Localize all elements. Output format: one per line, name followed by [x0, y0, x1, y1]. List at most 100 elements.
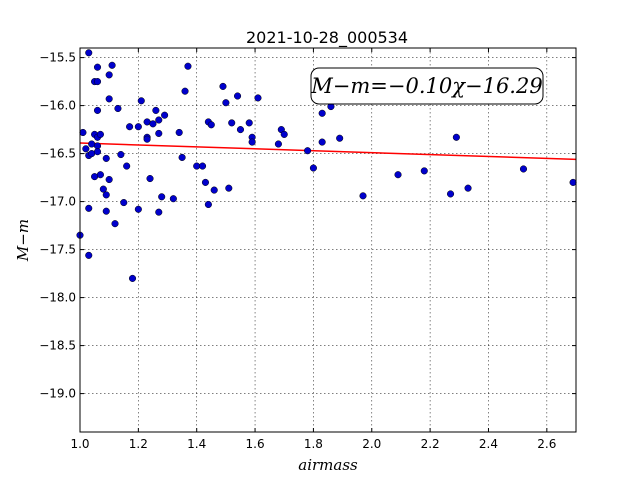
y-tick-label: −15.5	[39, 51, 76, 65]
data-points	[76, 49, 577, 282]
data-point	[225, 184, 233, 192]
data-point	[155, 208, 163, 216]
grid	[80, 48, 576, 432]
x-tick-label: 1.2	[129, 437, 148, 451]
y-tick-label: −16.5	[39, 147, 76, 161]
annotation-text: M−m=−0.10χ−16.29	[310, 74, 542, 98]
data-point	[155, 116, 163, 124]
axis-ticks: 1.0 1.2 1.4 1.6 1.8 2.0 2.2 2.4 2.6 −15.5 −16.0 −16…	[39, 48, 576, 451]
data-point	[274, 140, 282, 148]
data-point	[207, 121, 215, 129]
data-point	[222, 99, 230, 107]
data-point	[446, 190, 455, 198]
data-point	[464, 184, 472, 192]
data-point	[158, 193, 166, 201]
data-point	[318, 109, 326, 117]
data-point	[93, 106, 102, 114]
data-point	[236, 126, 245, 134]
data-point	[184, 62, 192, 70]
data-point	[359, 192, 367, 200]
fit-line	[79, 142, 577, 161]
x-tick-label: 2.0	[362, 437, 381, 451]
y-tick-label: −18.0	[39, 291, 76, 305]
data-point	[198, 162, 207, 170]
x-tick-label: 1.8	[304, 437, 323, 451]
data-point	[114, 104, 122, 113]
data-point	[280, 130, 288, 138]
x-tick-label: 2.6	[537, 437, 556, 451]
data-point	[96, 130, 104, 138]
data-point	[161, 111, 169, 119]
chart-title: 2021-10-28_000534	[246, 28, 408, 48]
data-point	[102, 154, 110, 162]
data-point	[569, 178, 577, 186]
data-point	[169, 195, 177, 203]
data-point	[234, 92, 242, 100]
y-tick-label: −17.5	[39, 243, 76, 257]
data-point	[134, 205, 142, 213]
data-point	[123, 162, 131, 170]
data-point	[178, 153, 186, 161]
data-point	[318, 138, 326, 146]
data-point	[105, 71, 113, 79]
data-point	[105, 175, 113, 184]
data-point	[102, 191, 110, 199]
data-point	[201, 178, 210, 186]
data-point	[254, 94, 262, 102]
plot-area	[80, 48, 576, 432]
data-point	[210, 186, 218, 194]
y-tick-label: −16.0	[39, 99, 76, 113]
equation-annotation: M−m=−0.10χ−16.29	[310, 67, 544, 105]
data-point	[79, 128, 87, 137]
data-point	[102, 207, 110, 215]
data-point	[108, 61, 116, 69]
data-point	[309, 164, 317, 172]
data-point	[143, 135, 151, 143]
data-point	[93, 63, 102, 71]
x-tick-label: 1.0	[70, 437, 89, 451]
data-point	[152, 106, 160, 114]
plot-frame	[79, 47, 577, 433]
x-tick-label: 1.6	[246, 437, 265, 451]
data-point	[304, 147, 312, 155]
data-point	[120, 199, 128, 207]
data-point	[519, 165, 528, 173]
data-point	[85, 49, 93, 57]
data-point	[155, 129, 163, 137]
x-tick-label: 2.2	[421, 437, 440, 451]
data-point	[394, 171, 402, 179]
data-point	[85, 204, 93, 212]
data-point	[420, 167, 428, 175]
data-point	[228, 119, 236, 127]
data-point	[336, 134, 344, 142]
data-point	[85, 251, 93, 259]
y-tick-label: −17.0	[39, 195, 76, 209]
data-point	[134, 123, 142, 131]
data-point	[111, 220, 119, 228]
y-tick-label: −19.0	[39, 387, 76, 401]
data-point	[137, 97, 145, 105]
data-point	[452, 133, 460, 141]
x-tick-label: 1.4	[187, 437, 206, 451]
data-point	[245, 119, 253, 127]
y-axis-label: M−m	[14, 219, 32, 262]
data-point	[82, 145, 90, 153]
data-point	[93, 78, 102, 86]
data-point	[99, 185, 107, 193]
y-tick-label: −18.5	[39, 339, 76, 353]
x-tick-label: 2.4	[479, 437, 498, 451]
data-point	[117, 151, 125, 159]
data-point	[96, 171, 104, 179]
data-point	[175, 128, 183, 137]
data-point	[93, 148, 102, 156]
data-point	[146, 175, 154, 183]
data-point	[149, 120, 157, 128]
data-point	[181, 87, 189, 95]
data-point	[105, 95, 113, 103]
data-point	[126, 123, 134, 131]
annotation-box	[310, 67, 544, 105]
data-point	[248, 138, 256, 146]
data-point	[204, 200, 212, 209]
data-point	[219, 82, 227, 90]
